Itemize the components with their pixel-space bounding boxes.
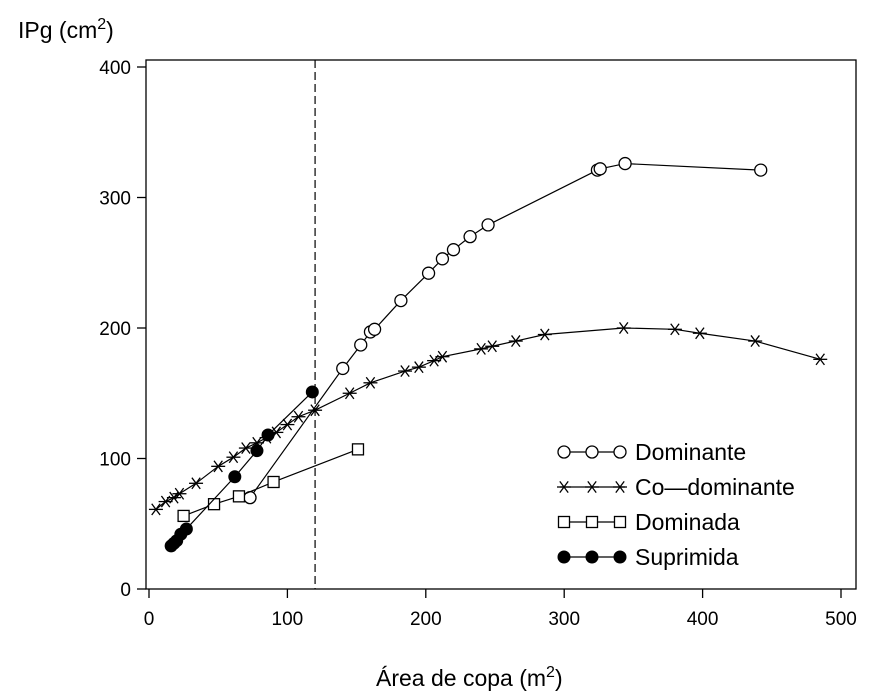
data-point [228,470,242,484]
y-tick-label: 100 [99,450,131,471]
data-point [481,218,495,232]
data-point [267,475,280,489]
data-point [613,515,627,529]
data-point [363,376,378,389]
legend-item: Suprimida [557,544,739,570]
data-point [585,515,599,529]
legend-item: Dominante [557,439,746,465]
data-point [394,293,408,308]
data-point [616,322,631,334]
y-tick-label: 400 [99,58,131,79]
data-point [411,361,426,374]
x-axis-title-sup: 2 [546,664,555,681]
legend: Dominante Co—dominante Dominada Suprimida [557,439,795,570]
data-point [748,335,763,348]
data-point [585,445,599,459]
x-tick-label: 300 [548,609,580,630]
x-tick-label: 0 [144,609,155,630]
series-open-square [177,443,365,523]
data-point [435,252,450,266]
data-point [593,162,607,176]
x-tick-label: 200 [410,609,442,630]
data-point [557,515,571,529]
data-point [585,481,599,493]
y-axis-title-sup: 2 [97,16,106,33]
data-point [280,418,295,431]
data-point [613,481,627,493]
data-point [351,443,365,456]
data-point [177,509,190,523]
data-point [813,353,828,366]
data-point [336,361,350,376]
data-point [148,503,163,516]
y-axis-title-end: ) [106,17,114,43]
y-tick-label: 200 [99,319,131,340]
series-filled-circle [164,385,319,553]
legend-item: Co—dominante [557,474,795,500]
series-line [170,391,313,547]
series-star [148,322,828,516]
data-point [189,477,204,490]
data-point [557,445,571,459]
data-point [557,481,571,493]
data-point [207,498,221,511]
plot-frame [145,59,857,590]
data-point [667,323,682,336]
legend-item: Dominada [557,509,740,535]
data-point [308,404,323,417]
y-tick-label: 0 [120,580,131,601]
data-point [485,340,500,353]
data-point [508,335,523,348]
series-open-circle [243,156,768,505]
data-point [342,387,357,400]
data-point [446,243,461,257]
data-point [305,385,319,399]
legend-label: Co—dominante [635,474,795,500]
data-point [367,322,382,336]
data-point [463,229,477,244]
legend-label: Dominante [635,439,746,465]
x-tick-label: 400 [687,609,719,630]
data-point [179,522,193,536]
data-point [537,328,552,341]
data-point [754,163,768,177]
data-point [172,487,187,500]
data-point [250,444,264,458]
y-tick-label: 300 [99,189,131,210]
data-point [354,338,368,352]
data-point [618,156,632,171]
data-point [232,490,246,503]
data-point [421,266,436,280]
x-axis-title: Área de copa (m2) [376,664,563,691]
x-axis-title-end: ) [555,665,563,691]
data-point [238,442,253,455]
data-point [613,445,627,459]
data-point [613,550,627,564]
data-point [435,350,450,363]
data-point [261,428,275,442]
x-tick-label: 100 [272,609,304,630]
data-point [211,460,226,473]
legend-label: Suprimida [635,544,739,570]
data-point [474,342,489,355]
data-point [226,451,241,464]
data-point [398,365,413,378]
legend-label: Dominada [635,509,740,535]
data-point [585,550,599,564]
y-axis-title: IPg (cm2) [18,16,114,43]
data-point [291,410,306,423]
data-point [692,327,707,340]
x-tick-label: 500 [825,609,857,630]
data-point [557,550,571,564]
